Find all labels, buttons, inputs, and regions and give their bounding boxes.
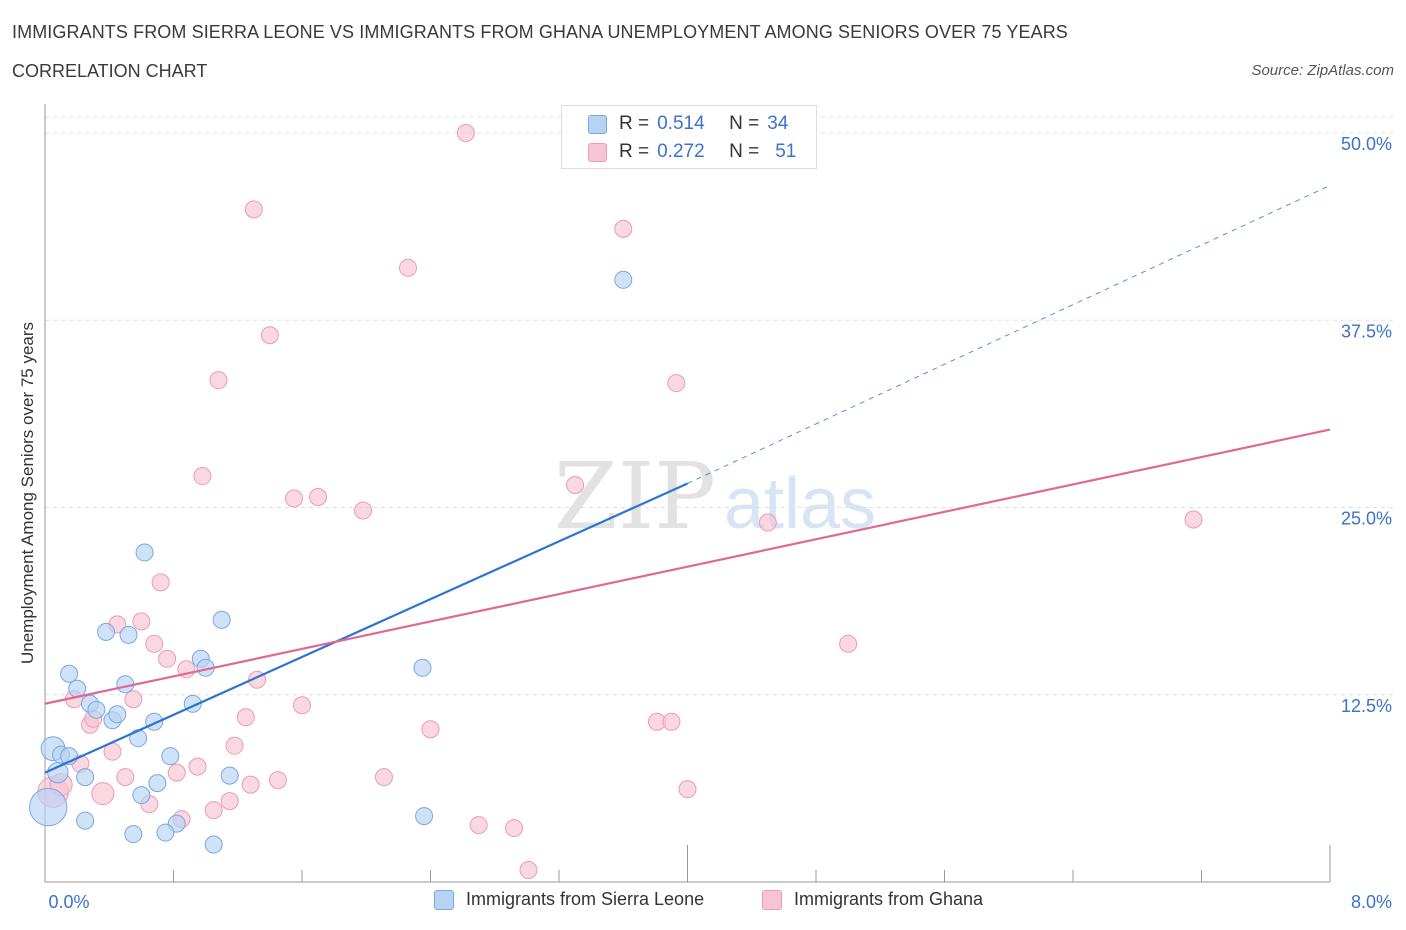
legend-r-label: R = (619, 141, 650, 162)
sierra-leone-point (47, 761, 69, 784)
ghana-point (145, 634, 164, 653)
sierra-leone-point (161, 747, 180, 766)
bottom-legend-sierra-leone: Immigrants from Sierra Leone (434, 889, 704, 910)
legend-n-label: N = (729, 141, 760, 162)
ghana-point (158, 649, 177, 668)
bottom-legend-swatch-pink (762, 889, 782, 910)
bottom-legend-swatch-blue (434, 889, 454, 910)
ghana-point (667, 374, 686, 393)
legend-r-value: 0.272 (657, 141, 705, 162)
ghana-point (293, 696, 311, 715)
chart-subtitle: CORRELATION CHART (12, 61, 208, 81)
sierra-leone-point (156, 823, 175, 842)
legend-swatch-pink (588, 142, 607, 162)
ghana-point (354, 501, 373, 520)
ghana-point (225, 736, 244, 755)
sierra-leone-point (413, 658, 432, 677)
ghana-point (209, 371, 228, 390)
legend-row-ghana: R = 0.272 N = 51 (588, 140, 796, 164)
ghana-point (220, 792, 239, 811)
sierra-leone-point (87, 700, 106, 719)
y-tick-label: 25.0% (1341, 509, 1392, 529)
ghana-point (124, 690, 143, 709)
bottom-legend-ghana: Immigrants from Ghana (762, 889, 983, 910)
watermark-zip: ZIP (554, 443, 716, 550)
legend-r-value: 0.514 (657, 113, 705, 134)
ghana-point (91, 782, 115, 806)
source-label: Source: ZipAtlas.com (1251, 62, 1394, 79)
sierra-leone-point (212, 610, 231, 629)
ghana-point (241, 775, 260, 794)
y-tick-label: 37.5% (1341, 321, 1392, 341)
sierra-leone-trend-extension (687, 184, 1331, 484)
ghana-point (188, 757, 207, 776)
chart-title: IMMIGRANTS FROM SIERRA LEONE VS IMMIGRAN… (12, 22, 1068, 42)
ghana-point (758, 513, 777, 532)
bottom-legend-label: Immigrants from Ghana (794, 889, 984, 909)
ghana-point (132, 612, 151, 631)
watermark: ZIP atlas (554, 443, 876, 550)
sierra-leone-point (204, 835, 223, 854)
ghana-point (678, 780, 697, 799)
ghana-point (193, 467, 212, 486)
ghana-point (421, 720, 440, 739)
ghana-point (469, 816, 488, 835)
x-tick-label: 8.0% (1351, 892, 1392, 912)
ghana-point (236, 708, 255, 727)
sierra-leone-point (76, 768, 95, 787)
ghana-point (614, 219, 633, 238)
ghana-point (260, 326, 279, 345)
ghana-point (151, 573, 170, 592)
sierra-leone-point (119, 625, 138, 644)
y-tick-label: 12.5% (1341, 696, 1392, 716)
sierra-leone-point (108, 705, 127, 724)
ghana-point (116, 768, 135, 787)
legend-r-label: R = (619, 113, 650, 134)
correlation-legend: R = 0.514 N = 34 R = 0.272 N = 51 (561, 105, 817, 169)
trend-lines (44, 184, 1331, 774)
ghana-point (662, 712, 681, 731)
sierra-leone-point (614, 270, 633, 289)
series-sierra-leone-points (29, 270, 633, 854)
ghana-point (456, 124, 475, 142)
sierra-leone-point (220, 766, 239, 785)
sierra-leone-trend-line (44, 482, 688, 774)
sierra-leone-point (135, 543, 154, 562)
bottom-legend-label: Immigrants from Sierra Leone (466, 889, 705, 909)
legend-n-value: 51 (775, 141, 797, 162)
legend-row-sierra-leone: R = 0.514 N = 34 (588, 112, 788, 136)
ghana-point (505, 819, 524, 838)
ghana-point (1184, 510, 1203, 529)
ghana-point (839, 634, 858, 653)
ghana-point (268, 771, 287, 790)
sierra-leone-point (132, 786, 151, 805)
ghana-point (519, 861, 538, 880)
ghana-point (244, 200, 263, 219)
sierra-leone-point (415, 807, 434, 826)
ghana-point (167, 763, 186, 782)
x-tick-label: 0.0% (48, 892, 89, 912)
sierra-leone-point (76, 811, 95, 830)
legend-n-label: N = (729, 113, 760, 134)
sierra-leone-point (29, 787, 68, 827)
ghana-point (309, 488, 328, 507)
ghana-point (204, 801, 223, 820)
ghana-point (566, 476, 585, 495)
ghana-point (399, 258, 418, 277)
ghana-point (284, 489, 303, 508)
tick-labels: 12.5% 25.0% 37.5% 50.0% 0.0% 8.0% (48, 134, 1392, 912)
sierra-leone-point (60, 664, 79, 683)
legend-swatch-blue (588, 114, 607, 134)
sierra-leone-point (97, 622, 116, 641)
legend-n-value: 34 (767, 113, 789, 134)
watermark-atlas: atlas (724, 464, 876, 544)
y-axis-label: Unemployment Among Seniors over 75 years (18, 321, 37, 665)
sierra-leone-point (124, 825, 143, 844)
y-tick-label: 50.0% (1341, 134, 1392, 154)
sierra-leone-point (148, 774, 167, 793)
ghana-point (374, 768, 393, 787)
ghana-trend-line (44, 428, 1331, 705)
